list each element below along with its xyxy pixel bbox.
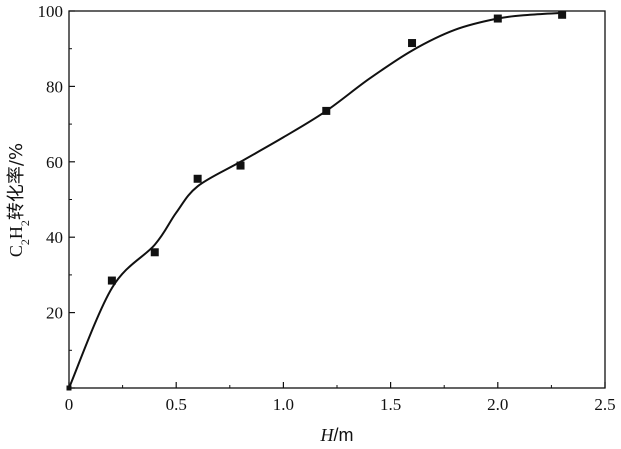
y-tick-label: 100 — [38, 2, 64, 21]
y-axis-label: C2H2转化率/% — [6, 143, 32, 257]
x-tick-label: 0 — [65, 395, 74, 414]
x-tick-label: 1.0 — [273, 395, 294, 414]
data-point-marker — [193, 174, 202, 183]
data-point-marker — [66, 385, 72, 391]
x-axis-label: H/m — [320, 425, 354, 445]
y-tick-label: 80 — [46, 77, 63, 96]
fit-curve-line — [68, 11, 563, 389]
x-tick-label: 1.5 — [380, 395, 401, 414]
data-point-marker — [493, 14, 502, 23]
y-tick-label: 60 — [46, 153, 63, 172]
x-tick-label: 2.0 — [487, 395, 508, 414]
data-markers — [66, 10, 567, 391]
data-point-marker — [150, 248, 159, 257]
axis-tick-labels: 0 0.5 1.0 1.5 2.0 2.5 20 40 60 80 100 — [38, 2, 616, 414]
y-tick-label: 40 — [46, 228, 63, 247]
y-tick-label: 20 — [46, 304, 63, 323]
x-tick-label: 2.5 — [594, 395, 615, 414]
data-point-marker — [408, 39, 417, 48]
data-point-marker — [558, 10, 567, 19]
axis-ticks — [68, 10, 606, 389]
plot-frame — [68, 10, 606, 389]
x-tick-label: 0.5 — [166, 395, 187, 414]
data-point-marker — [236, 161, 245, 170]
data-point-marker — [107, 276, 116, 285]
data-point-marker — [322, 106, 331, 115]
